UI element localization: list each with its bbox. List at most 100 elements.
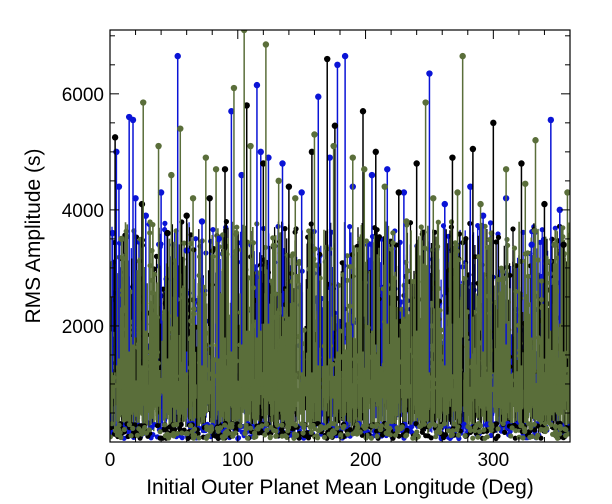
data-point [477,200,484,208]
data-point [556,206,563,214]
data-point [298,189,305,196]
data-point [279,160,286,167]
data-point [368,171,376,179]
data-point [140,99,147,106]
data-point [292,195,299,202]
data-point [341,52,349,60]
data-point [331,122,339,129]
data-point [381,183,388,190]
data-point [441,200,448,208]
data-point [212,166,220,173]
data-point [202,154,210,161]
x-tick-label: 0 [105,450,116,471]
data-point [326,154,333,161]
data-point [502,166,510,173]
data-point [230,84,238,92]
data-point [311,131,318,138]
data-point [330,142,337,150]
data-point [183,212,190,219]
data-point [454,189,461,196]
data-point [157,189,165,196]
data-point [400,189,408,196]
data-point [395,189,402,196]
data-point [467,183,474,190]
data-point [206,195,213,202]
data-point [315,93,322,100]
axis-ticks [109,30,571,443]
series-1 [111,55,567,373]
data-point [215,235,222,243]
data-point [243,102,250,109]
data-point [228,108,235,115]
noise-band [110,219,570,442]
data-point [240,30,248,34]
data-point [372,148,379,156]
data-point [115,183,123,190]
data-point [532,137,539,144]
data-point [111,134,119,141]
data-point [551,241,558,248]
data-point [413,160,420,167]
data-point [422,99,429,106]
data-point [349,154,356,161]
data-point [479,212,487,219]
data-point [430,195,437,202]
data-point [221,166,229,173]
data-point [518,160,525,167]
data-point [560,241,567,248]
x-tick-label: 200 [350,450,382,471]
data-point [459,52,466,60]
data-point [177,125,184,132]
data-point [522,180,529,187]
y-tick-label: 2000 [62,317,104,338]
data-point [564,189,570,196]
data-point [449,154,456,161]
data-point [308,148,316,156]
data-point [324,55,331,63]
data-point [403,218,410,225]
data-point [110,229,116,237]
data-point [469,145,477,153]
x-axis-title: Initial Outer Planet Mean Longitude (Deg… [146,476,534,499]
data-point [138,200,146,208]
series-2 [118,30,570,373]
noise-markers [110,219,570,393]
data-point [260,160,267,167]
data-point [142,212,149,219]
y-tick-label: 6000 [62,85,104,106]
data-point [359,108,367,115]
data-point [155,142,162,150]
data-point [174,52,181,60]
data-point [118,235,125,243]
floor-markers [110,420,570,441]
data-point [132,195,139,202]
data-point [238,171,245,179]
data-point [168,171,175,179]
data-point [547,116,555,124]
data-point [528,241,535,248]
data-point [334,61,341,69]
data-point [490,119,497,127]
data-series [110,30,570,373]
data-point [262,41,270,48]
data-point [189,195,197,202]
data-point [247,142,254,150]
data-point [384,166,391,173]
y-axis-title: RMS Amplitude (s) [22,148,45,323]
data-point [275,177,282,185]
data-point [198,218,206,225]
data-point [257,148,264,156]
data-point [285,183,293,190]
data-point [164,229,171,237]
y-tick-label: 4000 [62,201,104,222]
data-point [426,70,433,77]
data-point [541,200,548,208]
data-point [129,116,137,124]
tick-labels: 0 100 200 300 2000 4000 6000 [62,85,509,471]
data-point [265,154,272,161]
data-point [361,166,368,173]
x-tick-label: 300 [477,450,509,471]
data-point [253,81,261,89]
x-tick-label: 100 [222,450,254,471]
